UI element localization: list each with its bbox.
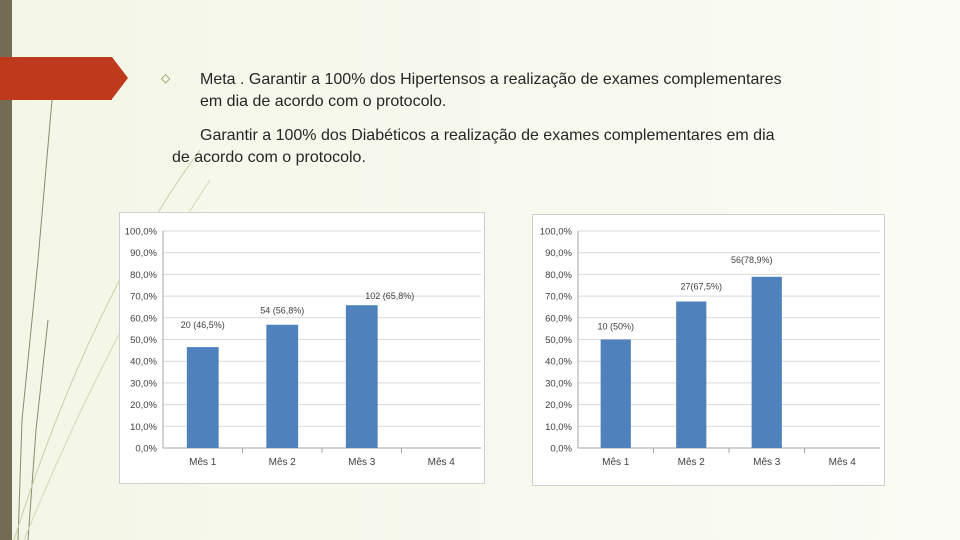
y-tick-label: 60,0% xyxy=(545,313,572,324)
data-label: 54 (56,8%) xyxy=(260,306,304,316)
paragraph-line-1: Garantir a 100% dos Diabéticos a realiza… xyxy=(200,127,775,144)
x-tick-label: Mês 3 xyxy=(348,457,376,468)
bar xyxy=(600,339,631,448)
bar xyxy=(186,347,219,448)
y-tick-label: 80,0% xyxy=(130,270,157,281)
y-tick-label: 90,0% xyxy=(130,248,157,259)
chart-svg-hipertensos: 0,0% 10,0% 20,0% 30,0% 40,0% 50,0% 60,0% 70,0% 8… xyxy=(125,227,481,468)
bar xyxy=(345,305,378,448)
data-label: 56(78,9%) xyxy=(731,255,773,265)
y-tick-label: 100,0% xyxy=(540,227,573,238)
y-tick-label: 100,0% xyxy=(125,227,158,238)
chart-diabeticos: 0,0% 10,0% 20,0% 30,0% 40,0% 50,0% 60,0% 70,0% 8… xyxy=(532,214,885,486)
x-tick-label: Mês 2 xyxy=(269,457,297,468)
data-label: 10 (50%) xyxy=(597,322,634,332)
y-tick-label: 50,0% xyxy=(545,335,572,346)
y-tick-label: 10,0% xyxy=(130,422,157,433)
y-tick-label: 50,0% xyxy=(130,335,157,346)
accent-arrow xyxy=(112,57,128,99)
chart-svg-diabeticos: 0,0% 10,0% 20,0% 30,0% 40,0% 50,0% 60,0% 70,0% 8… xyxy=(540,227,880,468)
y-tick-label: 40,0% xyxy=(130,357,157,368)
y-tick-label: 70,0% xyxy=(130,292,157,303)
x-tick-label: Mês 4 xyxy=(829,457,857,468)
bar xyxy=(676,301,707,448)
bar xyxy=(751,276,782,448)
y-tick-label: 20,0% xyxy=(545,400,572,411)
data-label: 27(67,5%) xyxy=(680,282,722,292)
bullet-text-line-1: Meta . Garantir a 100% dos Hipertensos a… xyxy=(200,71,782,88)
y-tick-label: 40,0% xyxy=(545,357,572,368)
diamond-outline-icon: ◇ xyxy=(161,71,171,85)
left-band xyxy=(0,0,12,540)
bar xyxy=(266,324,299,448)
y-tick-label: 10,0% xyxy=(545,422,572,433)
y-tick-label: 30,0% xyxy=(130,378,157,389)
data-label: 20 (46,5%) xyxy=(181,320,225,330)
chart-hipertensos: 0,0% 10,0% 20,0% 30,0% 40,0% 50,0% 60,0% 70,0% 8… xyxy=(119,212,485,484)
y-tick-label: 20,0% xyxy=(130,400,157,411)
x-tick-label: Mês 3 xyxy=(753,457,781,468)
accent-tab xyxy=(0,57,112,100)
y-tick-label: 70,0% xyxy=(545,292,572,303)
y-tick-label: 80,0% xyxy=(545,270,572,281)
bullet-text-line-2: em dia de acordo com o protocolo. xyxy=(200,93,447,110)
y-tick-label: 60,0% xyxy=(130,313,157,324)
y-tick-label: 90,0% xyxy=(545,248,572,259)
x-tick-label: Mês 1 xyxy=(189,457,217,468)
y-tick-label: 0,0% xyxy=(550,444,572,455)
x-tick-label: Mês 4 xyxy=(428,457,456,468)
x-tick-label: Mês 1 xyxy=(602,457,630,468)
x-tick-label: Mês 2 xyxy=(678,457,706,468)
paragraph-line-2: de acordo com o protocolo. xyxy=(172,149,366,166)
y-tick-label: 0,0% xyxy=(135,444,157,455)
y-tick-label: 30,0% xyxy=(545,378,572,389)
data-label: 102 (65,8%) xyxy=(365,291,414,301)
